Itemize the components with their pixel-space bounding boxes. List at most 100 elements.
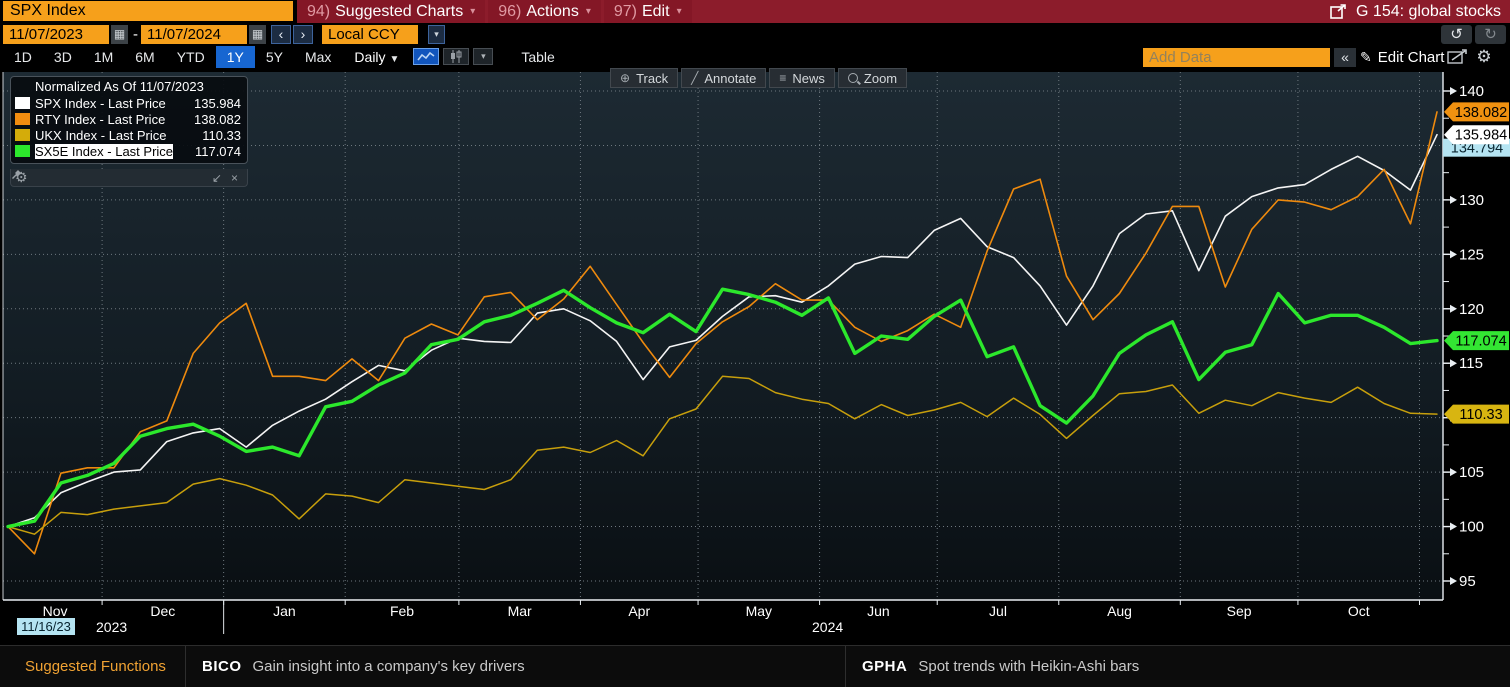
menu-number: 96) [498, 2, 522, 20]
svg-text:Mar: Mar [508, 603, 532, 619]
chart-tool-buttons: ⊕ Track ╱ Annotate ≡ News Zoom [610, 68, 908, 88]
tab-5y[interactable]: 5Y [265, 49, 283, 65]
tab-3d[interactable]: 3D [53, 49, 72, 65]
currency-field[interactable]: Local CCY [322, 25, 418, 44]
ticker-input[interactable]: SPX Index [3, 1, 293, 21]
chart-toolbar-row: 1D 3D 1M 6M YTD 1Y 5Y Max Daily ▼ ▾ [0, 46, 1510, 68]
range-tabs: 1D 3D 1M 6M YTD 1Y 5Y Max Daily ▼ ▾ [3, 46, 569, 68]
date-range-bar: 11/07/2023 ▦ - 11/07/2024 ▦ ‹ › Local CC… [0, 23, 1510, 46]
ukx-last-value: 110.33 [202, 127, 241, 143]
line-chart-type-icon[interactable] [413, 48, 440, 65]
tab-max[interactable]: Max [304, 49, 332, 65]
divider [185, 646, 186, 687]
svg-text:117.074: 117.074 [1455, 334, 1506, 350]
date-separator: - [133, 26, 138, 43]
table-button[interactable]: Table [521, 49, 555, 65]
legend-row-spx[interactable]: SPX Index - Last Price 135.984 [15, 95, 241, 111]
date-from-field[interactable]: 11/07/2023 [3, 25, 109, 44]
pencil-icon: ✎ [1360, 48, 1372, 65]
legend-row-sx5e[interactable]: SX5E Index - Last Price 117.074 [15, 143, 241, 159]
tab-1y-selected[interactable]: 1Y [215, 46, 255, 68]
chevron-down-icon: ▾ [676, 6, 682, 17]
menu-suggested-charts[interactable]: 94) Suggested Charts ▾ [297, 0, 486, 23]
svg-text:135.984: 135.984 [1455, 128, 1507, 144]
chart-legend[interactable]: Normalized As Of 11/07/2023 SPX Index - … [10, 76, 248, 164]
menu-label: Suggested Charts [335, 2, 464, 20]
series-line-0[interactable] [7, 133, 1438, 528]
candlestick-chart-type-icon[interactable] [443, 48, 470, 65]
menu-actions[interactable]: 96) Actions ▾ [488, 0, 601, 23]
add-data-input[interactable] [1143, 48, 1330, 67]
edit-chart-button[interactable]: ✎ Edit Chart [1360, 48, 1445, 66]
collapse-panel-button[interactable]: « [1334, 48, 1356, 67]
legend-row-ukx[interactable]: UKX Index - Last Price 110.33 [15, 127, 241, 143]
svg-text:Apr: Apr [628, 603, 650, 619]
tab-6m[interactable]: 6M [135, 49, 155, 65]
calendar-icon[interactable]: ▦ [249, 25, 266, 44]
currency-dropdown-caret[interactable]: ▾ [428, 25, 445, 44]
series-line-2[interactable] [7, 375, 1438, 535]
suggested-function-bico[interactable]: BICO Gain insight into a company's key d… [202, 658, 525, 675]
pin-icon[interactable] [11, 169, 22, 181]
undo-button[interactable]: ↺ [1441, 25, 1472, 44]
tab-1d[interactable]: 1D [14, 49, 32, 65]
series-line-1[interactable] [7, 111, 1438, 555]
gear-icon[interactable]: ⚙ [1476, 47, 1492, 66]
next-period-button[interactable]: › [293, 25, 313, 44]
crosshair-icon: ⊕ [620, 71, 631, 85]
minimize-arrow-icon[interactable]: ↙ [211, 170, 222, 185]
menu-edit[interactable]: 97) Edit ▾ [603, 0, 692, 23]
crosshair-date-tag: 11/16/23 [17, 618, 75, 635]
svg-text:2024: 2024 [812, 619, 843, 635]
series-line-3[interactable] [6, 287, 1439, 529]
svg-text:100: 100 [1459, 519, 1484, 536]
x-axis-month-labels: Nov Dec Jan Feb Mar Apr May Jun Jul Aug Sep Oct [43, 603, 1370, 619]
annotate-button[interactable]: ╱ Annotate [681, 68, 767, 88]
menu-bar: 94) Suggested Charts ▾ 96) Actions ▾ 97)… [297, 0, 1510, 23]
suggested-function-gpha[interactable]: GPHA Spot trends with Heikin-Ashi bars [862, 658, 1140, 675]
launch-icon[interactable] [1330, 4, 1347, 19]
tab-ytd[interactable]: YTD [176, 49, 205, 65]
svg-text:140: 140 [1459, 83, 1484, 100]
menu-number: 97) [613, 2, 637, 20]
axis-price-tags: 134.794 138.082 135.984 117.074 110.33 [1443, 102, 1510, 424]
track-button[interactable]: ⊕ Track [610, 68, 679, 88]
legend-row-rty[interactable]: RTY Index - Last Price 138.082 [15, 111, 241, 127]
svg-text:105: 105 [1459, 464, 1484, 481]
svg-text:125: 125 [1459, 246, 1484, 263]
svg-text:Dec: Dec [150, 603, 175, 619]
news-button[interactable]: ≡ News [769, 68, 835, 88]
sx5e-color-swatch [15, 145, 30, 157]
svg-text:110.33: 110.33 [1459, 407, 1502, 423]
svg-text:Oct: Oct [1348, 603, 1370, 619]
tab-1m[interactable]: 1M [93, 49, 114, 65]
chart-region: 95 100 105 115 120 125 130 140 Nov Dec Jan Feb Mar Ap… [0, 68, 1510, 645]
spx-last-value: 135.984 [194, 95, 241, 111]
news-lines-icon: ≡ [779, 71, 787, 85]
prev-period-button[interactable]: ‹ [271, 25, 291, 44]
period-dropdown[interactable]: Daily ▼ [354, 49, 400, 65]
svg-text:2023: 2023 [96, 619, 127, 635]
close-icon[interactable]: × [230, 170, 238, 185]
calendar-icon[interactable]: ▦ [111, 25, 128, 44]
chart-settings-icon[interactable] [1446, 48, 1468, 67]
suggested-functions-label: Suggested Functions [25, 658, 166, 675]
date-to-field[interactable]: 11/07/2024 [141, 25, 247, 44]
svg-text:Jan: Jan [273, 603, 296, 619]
legend-controls: ⚙ ↙ × [10, 169, 248, 187]
chevron-down-icon: ▾ [470, 6, 476, 17]
svg-text:115: 115 [1459, 355, 1483, 372]
redo-button[interactable]: ↻ [1475, 25, 1506, 44]
y-axis-labels: 95 100 105 115 120 125 130 140 [1459, 83, 1484, 590]
rty-color-swatch [15, 113, 30, 125]
chart-type-dropdown-caret[interactable]: ▾ [473, 48, 494, 65]
zoom-button[interactable]: Zoom [837, 68, 908, 88]
svg-text:Nov: Nov [43, 603, 68, 619]
workspace-title: G 154: global stocks [1356, 2, 1501, 20]
legend-title: Normalized As Of 11/07/2023 [35, 79, 204, 94]
chevron-down-icon: ▾ [585, 6, 591, 17]
x-axis-year-labels: 2023 2024 [96, 619, 843, 635]
svg-text:Sep: Sep [1227, 603, 1252, 619]
suggested-functions-bar: Suggested Functions BICO Gain insight in… [0, 645, 1510, 687]
svg-text:138.082: 138.082 [1455, 105, 1507, 121]
